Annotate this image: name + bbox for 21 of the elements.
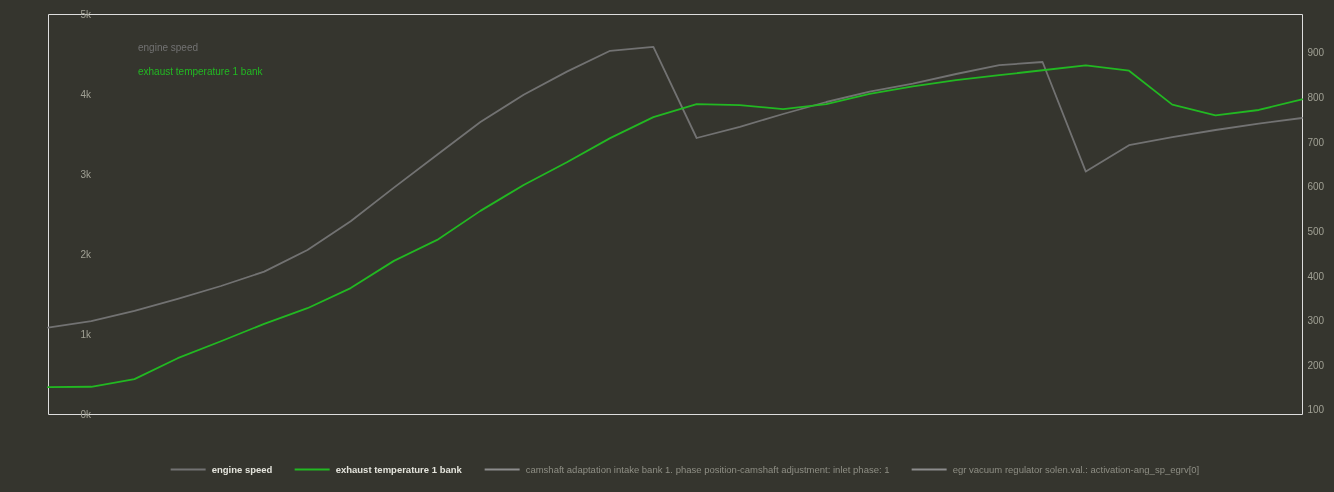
y-tick-label: 1k: [80, 328, 93, 340]
line-series: [47, 45, 1303, 329]
text: exhaust temperature 1 bank: [138, 66, 263, 77]
y2-tick-label: 300: [1307, 315, 1325, 327]
line-series: [47, 64, 1303, 389]
y2-tick-label: 700: [1307, 136, 1325, 148]
legend-label: exhaust temperature 1 bank: [335, 463, 463, 475]
y2-tick-label: 200: [1307, 359, 1325, 371]
legend-label: egr vacuum regulator solen.val.: activation-ang_sp_egrv[0]: [952, 463, 1200, 475]
y-tick-label: 3k: [80, 168, 93, 180]
y2-tick-label: 100: [1307, 404, 1325, 416]
y2-tick-label: 800: [1307, 91, 1325, 103]
y2-tick-label: 900: [1307, 47, 1325, 59]
y2-tick-label: 500: [1307, 225, 1325, 237]
y-tick-label: 2k: [80, 248, 93, 260]
legend-label: camshaft adaptation intake bank 1. phase position-camshaft adjustment: inlet phase: 1: [525, 463, 890, 475]
text: engine speed: [138, 42, 199, 53]
y-tick-label: 4k: [80, 88, 93, 100]
legend-label: engine speed: [211, 463, 273, 475]
y2-tick-label: 600: [1307, 181, 1325, 193]
y2-tick-label: 400: [1307, 270, 1325, 282]
